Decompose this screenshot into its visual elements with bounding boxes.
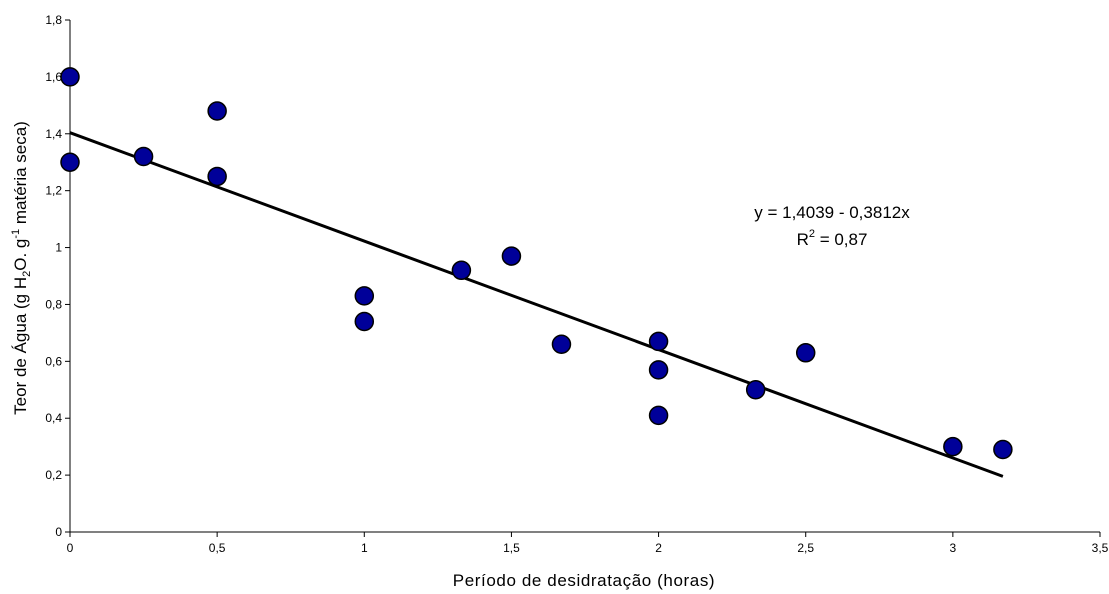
x-tick-label: 1 — [361, 541, 368, 555]
r2-superscript: 2 — [809, 228, 815, 240]
data-point — [551, 334, 572, 355]
data-point — [451, 260, 472, 281]
y-tick-label: 1,8 — [45, 13, 62, 27]
y-axis-title-part1: Teor de Água (g H — [11, 277, 30, 415]
data-point — [795, 343, 816, 363]
x-axis-title: Período de desidratação (horas) — [453, 571, 715, 590]
data-point — [501, 246, 522, 266]
y-tick-label: 1 — [55, 241, 62, 255]
y-ticks: 0 0,2 0,4 0,6 0,8 1 1,2 1,4 1,6 1,8 — [45, 13, 70, 539]
trend-line — [69, 131, 1004, 478]
data-point — [648, 360, 669, 380]
data-point — [207, 101, 227, 121]
y-tick-label: 0,2 — [45, 468, 62, 482]
data-point — [354, 311, 375, 332]
data-point — [648, 331, 669, 352]
data-point — [943, 436, 963, 457]
x-tick-label: 3,5 — [1092, 541, 1109, 555]
trend-equation: y = 1,4039 - 0,3812x — [754, 203, 910, 222]
trend-r-squared: R2 = 0,87 — [797, 228, 868, 249]
x-tick-label: 0,5 — [209, 541, 226, 555]
y-tick-label: 1,6 — [45, 70, 62, 84]
r2-prefix: R — [797, 230, 809, 249]
data-point — [993, 439, 1013, 460]
data-point — [60, 152, 80, 172]
x-tick-label: 2,5 — [797, 541, 814, 555]
y-axis-title-sub: 2 — [21, 271, 33, 277]
y-tick-label: 0,6 — [45, 354, 62, 368]
r2-value: = 0,87 — [815, 230, 867, 249]
y-axis-title-part3: matéria seca) — [11, 121, 30, 229]
x-tick-label: 2 — [655, 541, 662, 555]
data-points — [60, 67, 1013, 460]
x-tick-label: 3 — [950, 541, 957, 555]
y-axis-title-sup: -1 — [10, 229, 22, 239]
data-point — [133, 146, 154, 167]
axes — [69, 20, 1100, 533]
data-point — [745, 380, 766, 400]
data-point — [648, 405, 669, 426]
data-point — [60, 67, 80, 87]
y-tick-label: 1,4 — [45, 127, 62, 141]
data-point — [354, 286, 375, 306]
y-tick-label: 0,4 — [45, 411, 62, 425]
y-axis-title: Teor de Água (g H2O. g-1 matéria seca) — [10, 121, 33, 415]
x-ticks: 0 0,5 1 1,5 2 2,5 3 3,5 — [67, 532, 1109, 555]
y-tick-label: 1,2 — [45, 184, 62, 198]
x-tick-label: 0 — [67, 541, 74, 555]
x-tick-label: 1,5 — [503, 541, 520, 555]
y-tick-label: 0 — [55, 525, 62, 539]
y-tick-label: 0,8 — [45, 297, 62, 311]
y-axis-title-part2: O. g — [11, 239, 30, 271]
data-point — [207, 166, 227, 187]
